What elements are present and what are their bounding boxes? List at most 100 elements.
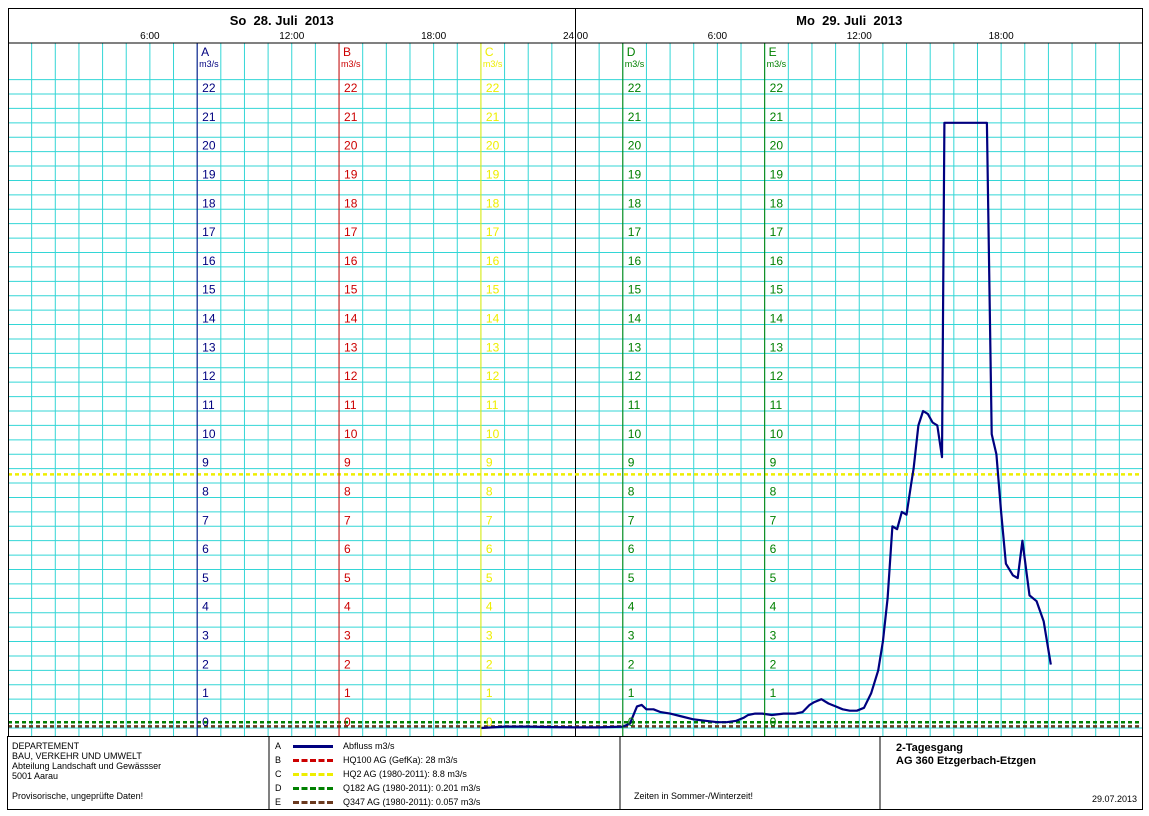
axis-tick-label: 19 bbox=[486, 167, 500, 181]
axes-layer: Am3/s01234567891011121314151617181920212… bbox=[196, 43, 787, 736]
axis-tick-label: 3 bbox=[770, 629, 777, 643]
axis-tick-label: 1 bbox=[344, 686, 351, 700]
axis-tick-label: 10 bbox=[770, 427, 784, 441]
day-label: So 28. Juli 2013 bbox=[230, 13, 334, 28]
axis-tick-label: 20 bbox=[344, 139, 358, 153]
axis-tick-label: 10 bbox=[344, 427, 358, 441]
axis-tick-label: 16 bbox=[770, 254, 784, 268]
axis-tick-label: 14 bbox=[202, 312, 216, 326]
axis-tick-label: 15 bbox=[344, 283, 358, 297]
axis-tick-label: 20 bbox=[202, 139, 216, 153]
axis-tick-label: 18 bbox=[770, 196, 784, 210]
axis-tick-label: 6 bbox=[770, 542, 777, 556]
axis-unit: m3/s bbox=[483, 59, 503, 69]
axis-tick-label: 11 bbox=[770, 398, 783, 412]
station-title-line: 2-Tagesgang bbox=[896, 742, 964, 754]
axis-tick-label: 19 bbox=[770, 167, 784, 181]
axis-tick-label: 14 bbox=[770, 312, 784, 326]
axis-tick-label: 14 bbox=[628, 312, 642, 326]
axis-tick-label: 7 bbox=[628, 513, 635, 527]
axis-tick-label: 12 bbox=[344, 369, 358, 383]
time-tick-label: 18:00 bbox=[421, 31, 446, 42]
axis-unit: m3/s bbox=[341, 59, 361, 69]
axis-tick-label: 1 bbox=[202, 686, 209, 700]
axis-tick-label: 14 bbox=[344, 312, 358, 326]
station-block: 2-Tagesgang AG 360 Etzgerbach-Etzgen 29.… bbox=[880, 736, 1143, 810]
value-axis-e: Em3/s01234567891011121314151617181920212… bbox=[764, 43, 787, 736]
axis-tick-label: 15 bbox=[486, 283, 500, 297]
axis-tick-label: 22 bbox=[628, 81, 642, 95]
axis-tick-label: 1 bbox=[628, 686, 635, 700]
axis-tick-label: 8 bbox=[344, 484, 351, 498]
axis-tick-label: 14 bbox=[486, 312, 500, 326]
axis-letter: A bbox=[201, 45, 209, 59]
axis-tick-label: 3 bbox=[628, 629, 635, 643]
report-date: 29.07.2013 bbox=[1091, 794, 1137, 804]
axis-tick-label: 4 bbox=[344, 600, 351, 614]
axis-tick-label: 5 bbox=[770, 571, 777, 585]
axis-tick-label: 22 bbox=[202, 81, 216, 95]
axis-unit: m3/s bbox=[625, 59, 645, 69]
grid bbox=[8, 8, 1143, 736]
time-tick-label: 12:00 bbox=[847, 31, 872, 42]
axis-tick-label: 16 bbox=[486, 254, 500, 268]
axis-tick-label: 12 bbox=[628, 369, 642, 383]
legend-label: Q347 AG (1980-2011): 0.057 m3/s bbox=[343, 797, 481, 807]
legend-row-a: A Abfluss m3/s bbox=[271, 741, 621, 755]
axis-tick-label: 18 bbox=[628, 196, 642, 210]
time-tick-label: 6:00 bbox=[708, 31, 728, 42]
axis-tick-label: 20 bbox=[770, 139, 784, 153]
axis-tick-label: 12 bbox=[770, 369, 784, 383]
axis-tick-label: 3 bbox=[344, 629, 351, 643]
axis-tick-label: 5 bbox=[344, 571, 351, 585]
time-tick-label: 6:00 bbox=[140, 31, 160, 42]
axis-tick-label: 16 bbox=[202, 254, 216, 268]
axis-tick-label: 21 bbox=[770, 110, 784, 124]
dept-line: Abteilung Landschaft und Gewässser bbox=[12, 761, 162, 771]
axis-letter: B bbox=[343, 45, 351, 59]
axis-tick-label: 20 bbox=[628, 139, 642, 153]
axis-tick-label: 9 bbox=[770, 456, 777, 470]
axis-tick-label: 1 bbox=[770, 686, 777, 700]
axis-tick-label: 7 bbox=[344, 513, 351, 527]
legend-swatch-c bbox=[293, 773, 333, 776]
axis-tick-label: 2 bbox=[202, 657, 209, 671]
axis-tick-label: 21 bbox=[486, 110, 500, 124]
time-note-block: Zeiten in Sommer-/Winterzeit! bbox=[620, 736, 878, 810]
axis-tick-label: 17 bbox=[344, 225, 358, 239]
axis-tick-label: 18 bbox=[202, 196, 216, 210]
axis-tick-label: 8 bbox=[486, 484, 493, 498]
chart-frame bbox=[8, 8, 1143, 736]
axis-tick-label: 7 bbox=[770, 513, 777, 527]
legend-swatch-b bbox=[293, 759, 333, 762]
axis-tick-label: 19 bbox=[202, 167, 216, 181]
department-block: DEPARTEMENT BAU, VERKEHR UND UMWELT Abte… bbox=[12, 736, 267, 815]
value-axis-c: Cm3/s01234567891011121314151617181920212… bbox=[480, 43, 503, 736]
axis-tick-label: 6 bbox=[344, 542, 351, 556]
axis-tick-label: 21 bbox=[202, 110, 216, 124]
axis-tick-label: 20 bbox=[486, 139, 500, 153]
axis-tick-label: 17 bbox=[486, 225, 500, 239]
axis-tick-label: 2 bbox=[770, 657, 777, 671]
legend-row-d: D Q182 AG (1980-2011): 0.201 m3/s bbox=[271, 783, 621, 797]
time-tick-label: 12:00 bbox=[279, 31, 304, 42]
axis-tick-label: 18 bbox=[486, 196, 500, 210]
axis-tick-label: 2 bbox=[344, 657, 351, 671]
axis-tick-label: 9 bbox=[344, 456, 351, 470]
axis-tick-label: 9 bbox=[628, 456, 635, 470]
axis-tick-label: 17 bbox=[628, 225, 642, 239]
value-axis-a: Am3/s01234567891011121314151617181920212… bbox=[196, 43, 219, 736]
axis-tick-label: 2 bbox=[628, 657, 635, 671]
legend-letter: A bbox=[275, 741, 282, 751]
axis-tick-label: 10 bbox=[628, 427, 642, 441]
time-tick-label: 24:00 bbox=[563, 31, 588, 42]
axis-tick-label: 7 bbox=[202, 513, 209, 527]
axis-tick-label: 3 bbox=[486, 629, 493, 643]
legend-row-e: E Q347 AG (1980-2011): 0.057 m3/s bbox=[271, 797, 621, 811]
axis-tick-label: 15 bbox=[202, 283, 216, 297]
axis-tick-label: 6 bbox=[486, 542, 493, 556]
series-line-abfluss bbox=[480, 121, 1052, 730]
axis-unit: m3/s bbox=[767, 59, 787, 69]
dept-line: DEPARTEMENT bbox=[12, 741, 80, 751]
axis-tick-label: 4 bbox=[770, 600, 777, 614]
